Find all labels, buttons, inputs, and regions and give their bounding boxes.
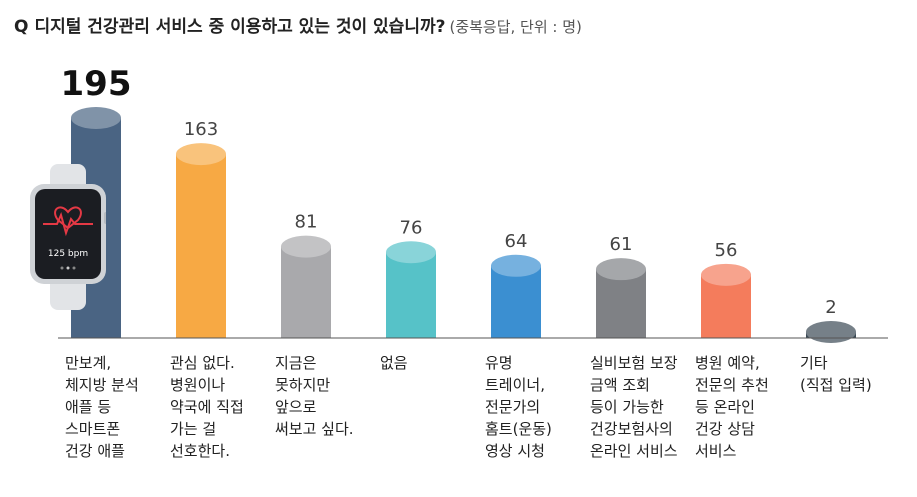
watch-bpm-text: 125 bpm xyxy=(48,249,88,259)
bar-7: 56 xyxy=(701,240,751,338)
bar-cap-8 xyxy=(806,321,856,343)
bar-cap-3 xyxy=(281,235,331,258)
category-label-6: 실비보험 보장 금액 조회 등이 가능한 건강보험사의 온라인 서비스 xyxy=(590,354,678,460)
bar-value-label-3: 81 xyxy=(295,212,318,233)
bar-value-label-5: 64 xyxy=(505,231,528,252)
question-text: 디지털 건강관리 서비스 중 이용하고 있는 것이 있습니까? xyxy=(34,17,446,37)
bar-3: 81 xyxy=(281,212,331,338)
bar-4: 76 xyxy=(386,217,436,338)
bar-cap-5 xyxy=(491,254,541,277)
bar-5: 64 xyxy=(491,231,541,338)
bar-value-label-2: 163 xyxy=(184,119,218,140)
bar-value-label-7: 56 xyxy=(715,240,738,261)
bar-2: 163 xyxy=(176,119,226,338)
category-label-8: 기타 (직접 입력) xyxy=(800,354,872,394)
bar-body-5 xyxy=(491,265,541,338)
category-label-2: 관심 없다. 병원이나 약국에 직접 가는 걸 선호한다. xyxy=(170,354,244,460)
bar-value-label-4: 76 xyxy=(400,217,423,238)
category-label-5: 유명 트레이너, 전문가의 홈트(운동) 영상 시청 xyxy=(485,354,552,460)
chart-title: Q 디지털 건강관리 서비스 중 이용하고 있는 것이 있습니까? (중복응답, 단… xyxy=(14,12,582,37)
bar-8: 2 xyxy=(806,297,856,343)
category-label-7: 병원 예약, 전문의 추천 등 온라인 건강 상담 서비스 xyxy=(695,354,769,460)
bar-value-label-6: 61 xyxy=(610,234,633,255)
unit-note: (중복응답, 단위 : 명) xyxy=(449,18,582,36)
bar-cap-6 xyxy=(596,258,646,281)
bar-value-label-8: 2 xyxy=(825,297,836,318)
category-label-3: 지금은 못하지만 앞으로 써보고 싶다. xyxy=(275,354,354,438)
category-label-4: 없음 xyxy=(380,354,408,372)
bar-cap-1 xyxy=(71,107,121,129)
bar-body-4 xyxy=(386,252,436,338)
bar-body-3 xyxy=(281,246,331,338)
bar-cap-2 xyxy=(176,143,226,166)
bar-cap-7 xyxy=(701,263,751,286)
bar-value-label-1: 195 xyxy=(61,64,132,104)
bar-cap-4 xyxy=(386,241,436,264)
bar-body-7 xyxy=(701,274,751,338)
bar-6: 61 xyxy=(596,234,646,338)
bar-body-6 xyxy=(596,269,646,338)
bar-body-2 xyxy=(176,154,226,338)
smartwatch-icon: 125 bpm xyxy=(30,164,106,310)
category-label-1: 만보계, 체지방 분석 애플 등 스마트폰 건강 애플 xyxy=(65,354,139,460)
question-mark: Q xyxy=(14,17,29,37)
